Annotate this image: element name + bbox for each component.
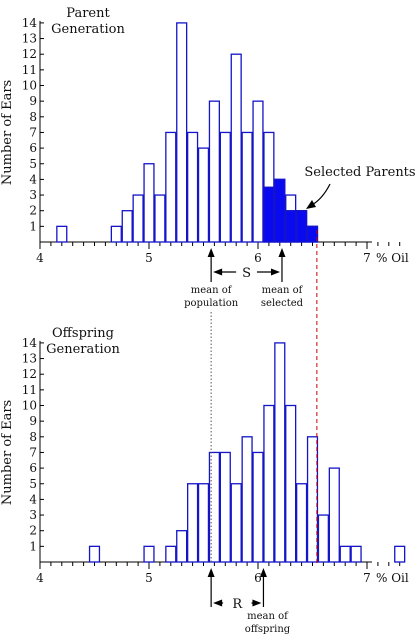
panel-1-bar (143, 163, 155, 243)
panel-2-x-tick-label: 6 (254, 571, 262, 585)
panel-2-y-tick-label: 4 (29, 492, 37, 506)
panel-2-y-tick-label: 13 (22, 352, 37, 366)
panel-2-bar (252, 451, 264, 563)
panel-2-bar (208, 451, 220, 563)
panel-1-x-tick-label: 4 (36, 251, 44, 265)
mean-offspring-arrowhead (259, 568, 267, 577)
panel-1-bar (176, 22, 188, 243)
panel-1-selected-bar (274, 178, 286, 243)
panel-2-y-tick-label: 12 (22, 367, 37, 381)
panel-2-bar (350, 545, 362, 563)
mean-population-label: mean of population (184, 285, 239, 309)
panel-2-bar (143, 545, 155, 563)
panel-1-title: Parent Generation (51, 6, 125, 37)
panel-2-x-tick-label: 5 (145, 571, 153, 585)
panel-2-y-tick-label: 3 (29, 508, 37, 522)
selected-parents-pointer-head (306, 200, 316, 209)
panel-1-y-tick-label: 11 (22, 63, 37, 77)
panel-2-y-tick-label: 1 (29, 539, 37, 553)
panel-1-selected-bar (295, 210, 308, 243)
panel-1-bar (56, 225, 68, 243)
panel-2-bar (285, 404, 297, 563)
panel-1-bar (208, 100, 220, 243)
panel-1-bar (110, 225, 122, 243)
panel-1-y-tick-label: 1 (29, 219, 37, 233)
r-arrowhead-right (252, 599, 262, 607)
panel-2-y-tick-label: 6 (29, 461, 37, 475)
panel-2-bar (88, 545, 101, 563)
panel-2-y-axis-label: Number of Ears (0, 400, 15, 505)
panel-2-x-tick-label: 7 (363, 571, 371, 585)
response-label: R (232, 597, 243, 612)
panel-1-y-tick-label: 5 (29, 157, 37, 171)
panel-1-bar (230, 53, 242, 243)
panel-1-x-tick-label: 7 (363, 251, 371, 265)
panel-2-y-tick-label: 5 (29, 477, 37, 491)
panel-2-y-tick-label: 2 (29, 524, 37, 538)
panel-2-bar (230, 483, 242, 563)
panel-2-bar (219, 451, 231, 563)
panel-2-bar (241, 436, 253, 563)
panel-2-bar (274, 342, 286, 563)
panel-2-y-tick-label: 11 (22, 383, 37, 397)
panel-1-y-axis-label: Number of Ears (0, 80, 15, 185)
mean-offspring-label: mean of offspring (245, 611, 291, 634)
panel-1-y-tick-label: 9 (29, 94, 37, 108)
panel-1-x-tick-label: 6 (254, 251, 262, 265)
panel-2-bar (263, 404, 275, 563)
r-arrowhead-left (213, 599, 223, 607)
panel-2-bar (197, 483, 210, 563)
panel-2-y-tick-label: 9 (29, 414, 37, 428)
panel-1-x-tick-label: 5 (145, 251, 153, 265)
panel-1-selected-bar (263, 186, 275, 243)
panel-2-bar (328, 467, 340, 563)
panel-2-y-tick-label: 10 (22, 399, 37, 413)
panel-1-bar (186, 131, 199, 243)
panel-1-bar (197, 147, 210, 243)
panel-1-bar (165, 131, 177, 243)
panel-1-selected-bar (306, 225, 319, 243)
s-arrowhead-left (213, 268, 223, 276)
panel-1-bar (121, 210, 133, 243)
mean-population-arrowhead (207, 248, 215, 257)
panel-1-y-tick-label: 8 (29, 110, 37, 124)
mean-parent-arrowhead-2 (207, 568, 215, 577)
panel-2-y-tick-label: 14 (22, 336, 38, 350)
panel-2-bar (186, 483, 199, 563)
panel-1-bar (219, 131, 231, 243)
panel-1-y-tick-label: 10 (22, 79, 37, 93)
panel-1-y-tick-label: 14 (22, 16, 38, 30)
panel-2-x-tick-label: 4 (36, 571, 44, 585)
panel-2-bar (317, 514, 330, 563)
panel-2-bar (176, 530, 188, 563)
panel-1-bar (252, 100, 264, 243)
panel-2-bar (165, 545, 177, 563)
panel-2-y-tick-label: 7 (29, 445, 37, 459)
panel-1-y-tick-label: 13 (22, 32, 37, 46)
selected-parents-label: Selected Parents (304, 165, 415, 180)
panel-2-bar (295, 483, 308, 563)
selection-differential-label: S (242, 266, 251, 281)
panel-1-bar (132, 194, 144, 243)
panel-2-bar (394, 545, 406, 563)
mean-selected-label: mean of selected (261, 285, 304, 309)
panel-2-bar (306, 436, 319, 563)
panel-1-y-tick-label: 6 (29, 141, 37, 155)
panel-2-x-axis-label: % Oil (376, 571, 409, 585)
panel-1-y-tick-label: 7 (29, 125, 37, 139)
panel-2-title: Offspring Generation (46, 326, 120, 357)
panel-1-bar (241, 131, 253, 243)
panel-1-selected-bar (285, 210, 297, 243)
panel-1-y-tick-label: 4 (29, 172, 37, 186)
panel-1-y-tick-label: 2 (29, 204, 37, 218)
s-arrowhead-right (270, 268, 280, 276)
panel-1-bar (154, 194, 166, 243)
panel-1-y-tick-label: 12 (22, 47, 37, 61)
panel-1-y-tick-label: 3 (29, 188, 37, 202)
panel-2-bar (339, 545, 351, 563)
panel-2-y-tick-label: 8 (29, 430, 37, 444)
mean-selected-arrowhead (278, 248, 286, 257)
panel-1-x-axis-label: % Oil (376, 251, 409, 265)
